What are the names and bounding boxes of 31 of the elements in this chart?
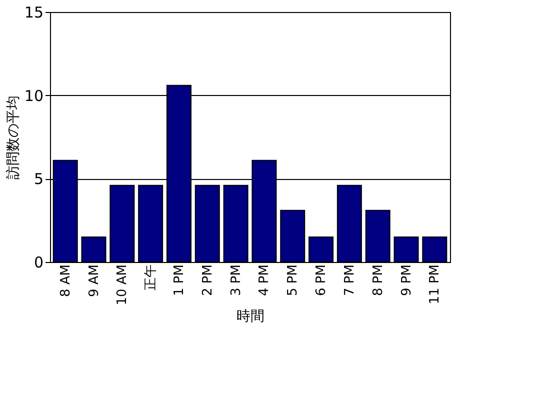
bar (280, 210, 306, 262)
bar (308, 236, 334, 262)
x-tick-label: 9 AM (86, 264, 102, 298)
bar (336, 184, 362, 262)
x-tick-label: 1 PM (172, 264, 187, 296)
x-tick-label: 11 PM (428, 264, 443, 304)
x-tick-label: 2 PM (200, 264, 216, 296)
y-tick-label: 10 (24, 86, 44, 105)
y-tick-label: 5 (34, 170, 44, 188)
y-tick-label: 15 (24, 4, 44, 22)
x-tick-label: 5 PM (286, 264, 301, 296)
x-tick-label: 4 PM (257, 264, 272, 296)
bar (223, 184, 248, 262)
x-tick-label: 10 AM (115, 264, 130, 306)
bar (422, 236, 448, 262)
x-axis-title: 時間 (236, 308, 264, 324)
x-tick-label: 9 PM (399, 264, 414, 296)
bar (394, 236, 419, 262)
bar (194, 184, 220, 262)
bar (365, 210, 390, 262)
x-tick-label: 8 PM (370, 264, 386, 296)
x-tick-label: 8 AM (58, 264, 74, 298)
bar (81, 236, 106, 262)
x-tick-label: 7 PM (342, 264, 358, 296)
x-tick-label: 正午 (144, 264, 159, 290)
bar (110, 184, 135, 262)
y-tick-label: 0 (34, 254, 44, 272)
bar (138, 184, 164, 262)
y-axis-title: 訪問数の平均 (5, 96, 22, 180)
x-tick-label: 6 PM (314, 264, 330, 296)
x-tick-label: 3 PM (228, 264, 244, 296)
